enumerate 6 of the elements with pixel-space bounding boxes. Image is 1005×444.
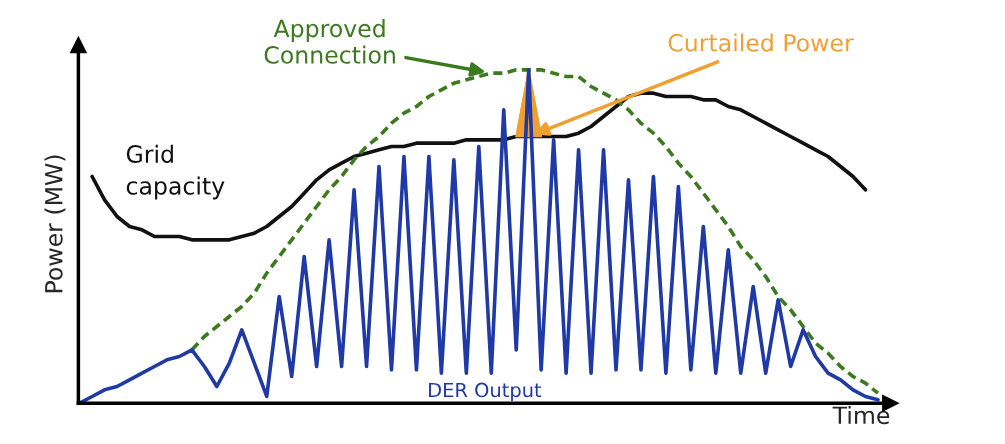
y-axis-title: Power (MW) (44, 155, 66, 293)
series-label: DER Output (429, 382, 542, 402)
series-label: Grid capacity (126, 144, 225, 200)
x-axis-title: Time (832, 405, 890, 425)
text: Curtailed Power (668, 33, 854, 52)
series-label: Approved Connection (264, 19, 395, 64)
